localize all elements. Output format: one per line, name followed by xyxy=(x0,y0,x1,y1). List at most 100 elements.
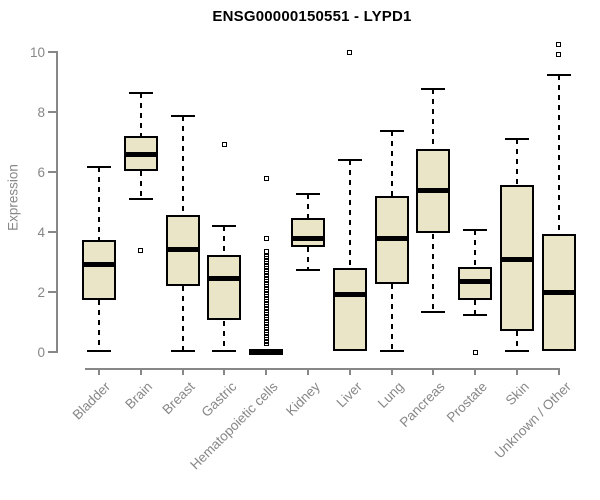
whisker-upper xyxy=(348,160,351,269)
whisker-cap-lower xyxy=(212,349,237,352)
median-line xyxy=(500,256,534,262)
whisker-cap-upper xyxy=(546,73,571,76)
whisker-cap-upper xyxy=(421,87,446,90)
median-line xyxy=(249,348,284,354)
whisker-cap-upper xyxy=(87,165,111,168)
x-axis-line xyxy=(85,368,558,370)
whisker-cap-upper xyxy=(170,114,195,117)
whisker-lower xyxy=(390,284,393,351)
whisker-cap-lower xyxy=(505,350,529,353)
whisker-lower xyxy=(432,233,435,312)
median-line xyxy=(291,235,325,241)
whisker-lower xyxy=(98,300,100,351)
x-axis-tick xyxy=(98,368,100,375)
box xyxy=(332,268,367,352)
outlier-point xyxy=(347,49,353,55)
whisker-cap-upper xyxy=(296,192,320,195)
box xyxy=(291,217,325,247)
whisker-lower xyxy=(307,247,309,270)
whisker-upper xyxy=(557,74,560,234)
outlier-point xyxy=(138,248,144,254)
x-category-label: Pancreas xyxy=(397,379,449,430)
whisker-upper xyxy=(307,193,309,218)
outlier-point xyxy=(263,235,269,241)
x-axis-tick xyxy=(181,368,184,375)
y-tick-label: 10 xyxy=(29,44,45,60)
outlier-point xyxy=(221,141,227,147)
whisker-upper xyxy=(516,139,518,185)
median-line xyxy=(541,289,576,295)
whisker-cap-upper xyxy=(128,91,153,94)
x-axis-tick xyxy=(139,368,142,375)
x-category-label: Brain xyxy=(122,379,156,412)
whisker-upper xyxy=(390,130,393,196)
whisker-upper xyxy=(98,166,100,241)
median-line xyxy=(123,152,158,158)
outlier-point xyxy=(556,42,562,47)
x-category-label: Skin xyxy=(502,379,532,409)
whisker-cap-upper xyxy=(505,138,529,140)
x-category-label: Kidney xyxy=(282,379,323,419)
whisker-lower xyxy=(181,286,184,351)
y-axis-tick xyxy=(48,111,56,113)
whisker-cap-upper xyxy=(379,129,404,132)
whisker-cap-lower xyxy=(128,198,153,200)
median-line xyxy=(458,279,493,284)
whisker-cap-lower xyxy=(170,349,195,352)
median-line xyxy=(416,188,451,194)
median-line xyxy=(82,261,116,267)
x-category-label: Unknown / Other xyxy=(491,379,574,462)
x-axis-tick xyxy=(307,368,309,375)
outlier-point xyxy=(472,349,478,355)
y-axis-tick xyxy=(48,51,56,53)
whisker-upper xyxy=(139,92,142,136)
whisker-cap-lower xyxy=(87,349,111,352)
median-line xyxy=(165,246,200,252)
chart-title: ENSG00000150551 - LYPD1 xyxy=(212,8,412,25)
whisker-lower xyxy=(223,320,226,351)
outlier-point xyxy=(263,175,269,181)
y-tick-label: 6 xyxy=(37,164,45,180)
y-tick-label: 8 xyxy=(37,104,45,120)
y-axis-tick xyxy=(48,291,56,293)
x-axis-tick xyxy=(223,368,226,375)
x-axis-tick xyxy=(432,368,435,375)
whisker-cap-upper xyxy=(212,225,237,227)
x-category-label: Lung xyxy=(374,379,407,411)
whisker-cap-lower xyxy=(296,268,320,271)
whisker-upper xyxy=(432,88,435,150)
whisker-lower xyxy=(516,331,518,352)
x-axis-tick xyxy=(474,368,477,375)
box xyxy=(207,254,242,321)
x-axis-tick xyxy=(557,368,560,375)
y-tick-label: 0 xyxy=(37,344,45,360)
whisker-upper xyxy=(474,229,477,267)
y-tick-label: 2 xyxy=(37,284,45,300)
median-line xyxy=(207,276,242,281)
x-category-label: Bladder xyxy=(70,379,114,423)
outlier-point xyxy=(556,51,562,57)
y-axis-tick xyxy=(48,231,56,233)
whisker-cap-lower xyxy=(379,349,404,352)
x-category-label: Breast xyxy=(159,379,198,418)
x-axis-tick xyxy=(348,368,351,375)
x-category-label: Gastric xyxy=(198,379,240,420)
x-axis-tick xyxy=(516,368,518,375)
whisker-upper xyxy=(181,115,184,216)
x-category-label: Prostate xyxy=(443,379,490,426)
whisker-lower xyxy=(139,170,142,199)
x-axis-tick xyxy=(265,368,268,375)
y-tick-label: 4 xyxy=(37,224,45,240)
box xyxy=(82,240,116,301)
whisker-cap-upper xyxy=(337,159,362,161)
y-axis-tick xyxy=(48,171,56,173)
median-line xyxy=(332,291,367,297)
whisker-upper xyxy=(223,226,226,255)
whisker-cap-upper xyxy=(463,228,488,231)
whisker-cap-lower xyxy=(463,313,488,316)
median-line xyxy=(374,235,409,241)
x-category-label: Liver xyxy=(333,379,365,411)
y-axis-line xyxy=(56,51,58,353)
x-axis-tick xyxy=(390,368,393,375)
